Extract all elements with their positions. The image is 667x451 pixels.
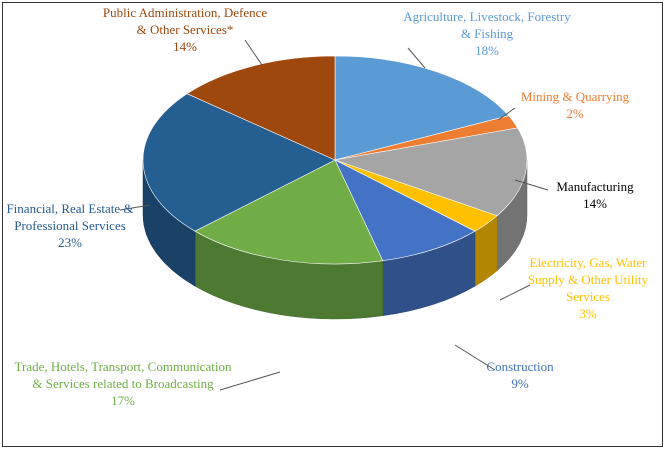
leader-line <box>497 107 516 121</box>
leader-line <box>119 204 151 211</box>
leader-line <box>219 371 281 391</box>
leader-line <box>514 179 549 191</box>
slice-label: Financial, Real Estate & Professional Se… <box>5 200 135 251</box>
value-label: 17% <box>111 393 135 408</box>
leader-line <box>454 344 496 371</box>
slice-label: Agriculture, Livestock, Forestry & Fishi… <box>397 8 577 59</box>
category-label: Electricity, Gas, Water Supply & Other U… <box>527 255 649 304</box>
slice <box>186 55 336 161</box>
slice-label: Mining & Quarrying 2% <box>510 88 640 122</box>
slice <box>142 93 336 232</box>
category-label: Trade, Hotels, Transport, Communication … <box>14 359 232 391</box>
value-label: 3% <box>579 306 597 321</box>
slice-label: Manufacturing 14% <box>535 178 655 212</box>
category-label: Agriculture, Livestock, Forestry & Fishi… <box>403 9 571 41</box>
category-label: Construction <box>486 359 554 374</box>
leader-line <box>244 39 263 66</box>
chart-border <box>2 2 663 447</box>
value-label: 18% <box>475 43 499 58</box>
slice-label: Electricity, Gas, Water Supply & Other U… <box>518 254 658 322</box>
leader-line <box>407 47 426 69</box>
value-label: 14% <box>173 39 197 54</box>
category-label: Public Administration, Defence & Other S… <box>102 5 268 37</box>
category-label: Manufacturing <box>556 179 634 194</box>
slice-label: Trade, Hotels, Transport, Communication … <box>8 358 238 409</box>
value-label: 14% <box>583 196 607 211</box>
category-label: Mining & Quarrying <box>520 89 630 104</box>
leader-line <box>499 284 531 301</box>
value-label: 9% <box>511 376 529 391</box>
slice-label: Construction 9% <box>470 358 570 392</box>
slice <box>334 159 476 262</box>
category-label: Financial, Real Estate & Professional Se… <box>6 201 134 233</box>
slice-label: Public Administration, Defence & Other S… <box>100 4 270 55</box>
value-label: 23% <box>58 235 82 250</box>
slice <box>334 55 510 161</box>
slice <box>194 159 384 265</box>
slice <box>334 127 528 217</box>
value-label: 2% <box>566 106 584 121</box>
